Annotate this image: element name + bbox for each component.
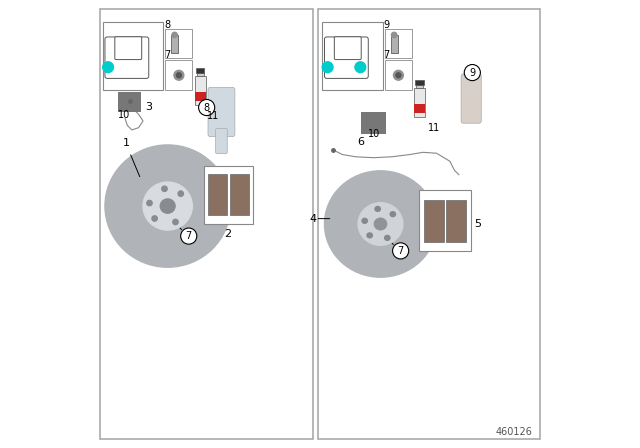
Text: 7: 7: [164, 51, 170, 60]
Text: 1: 1: [123, 138, 130, 148]
Text: 3: 3: [145, 102, 152, 112]
Bar: [424, 200, 444, 242]
Ellipse shape: [172, 32, 177, 38]
Text: 11: 11: [428, 123, 440, 133]
Bar: [414, 104, 425, 113]
FancyBboxPatch shape: [208, 87, 235, 137]
Bar: [414, 88, 425, 117]
Bar: [165, 60, 192, 90]
Ellipse shape: [152, 216, 157, 221]
Circle shape: [103, 62, 113, 73]
Bar: [196, 68, 204, 73]
Bar: [118, 92, 141, 112]
Text: 2: 2: [225, 229, 232, 239]
Text: 8: 8: [204, 103, 210, 112]
Circle shape: [355, 62, 365, 73]
Bar: [197, 73, 204, 76]
Ellipse shape: [375, 207, 380, 211]
Bar: [204, 166, 253, 224]
Ellipse shape: [396, 73, 401, 78]
Bar: [391, 35, 397, 53]
Bar: [385, 60, 412, 90]
Bar: [103, 22, 163, 90]
Text: 8: 8: [164, 21, 170, 30]
Bar: [165, 29, 192, 58]
Ellipse shape: [362, 218, 367, 223]
Bar: [415, 80, 424, 85]
FancyBboxPatch shape: [216, 129, 227, 154]
Circle shape: [392, 243, 409, 259]
Ellipse shape: [178, 191, 184, 196]
Ellipse shape: [358, 202, 403, 246]
Text: 7: 7: [397, 246, 404, 256]
Circle shape: [198, 99, 215, 116]
Bar: [172, 35, 178, 53]
Text: 4: 4: [310, 214, 317, 224]
Ellipse shape: [394, 70, 403, 80]
Circle shape: [323, 62, 333, 73]
FancyBboxPatch shape: [324, 37, 368, 78]
Text: 7: 7: [383, 51, 390, 60]
FancyBboxPatch shape: [115, 37, 141, 60]
Bar: [100, 9, 314, 439]
FancyBboxPatch shape: [105, 37, 148, 78]
Bar: [362, 112, 386, 134]
Text: 5: 5: [475, 219, 481, 229]
FancyBboxPatch shape: [334, 37, 361, 60]
Text: 9: 9: [469, 68, 476, 78]
Bar: [230, 174, 249, 215]
Bar: [323, 22, 383, 90]
Ellipse shape: [143, 182, 192, 230]
Ellipse shape: [174, 70, 184, 80]
Bar: [419, 190, 471, 251]
Ellipse shape: [374, 218, 387, 230]
FancyBboxPatch shape: [461, 74, 481, 123]
Bar: [195, 76, 206, 105]
Ellipse shape: [390, 212, 396, 217]
Ellipse shape: [177, 73, 181, 78]
Circle shape: [464, 65, 481, 81]
Bar: [195, 92, 206, 101]
Bar: [446, 200, 466, 242]
Text: 6: 6: [357, 137, 364, 147]
Text: 11: 11: [207, 111, 219, 121]
Text: 460126: 460126: [496, 427, 533, 437]
Bar: [385, 29, 412, 58]
Text: 7: 7: [186, 231, 192, 241]
Bar: [208, 174, 227, 215]
Ellipse shape: [385, 235, 390, 240]
Ellipse shape: [162, 186, 167, 191]
Ellipse shape: [160, 199, 175, 213]
Text: 10: 10: [367, 129, 380, 139]
Ellipse shape: [105, 145, 230, 267]
Bar: [317, 9, 540, 439]
Ellipse shape: [367, 233, 372, 238]
Ellipse shape: [173, 220, 178, 225]
Circle shape: [180, 228, 197, 244]
Ellipse shape: [147, 200, 152, 206]
Ellipse shape: [392, 32, 397, 38]
Bar: [417, 85, 423, 88]
Text: 10: 10: [118, 110, 130, 120]
Ellipse shape: [324, 171, 436, 277]
Text: 9: 9: [383, 21, 390, 30]
